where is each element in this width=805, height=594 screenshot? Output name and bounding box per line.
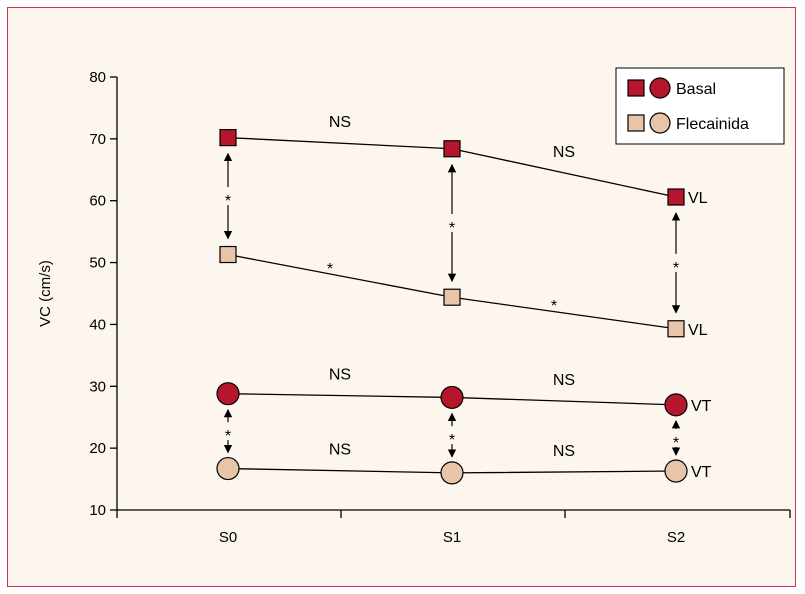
x-tick-label: S1	[443, 529, 461, 546]
comparison-asterisk: *	[449, 220, 455, 237]
segment-annotation: NS	[553, 144, 575, 161]
data-point-circle	[664, 459, 688, 483]
legend-circle-marker	[649, 77, 671, 99]
data-point-square	[219, 245, 237, 264]
data-point-square	[667, 320, 685, 338]
y-tick-label: 60	[89, 193, 106, 210]
y-tick-label: 10	[89, 502, 106, 519]
series-end-label: VT	[691, 464, 712, 481]
segment-annotation: NS	[329, 442, 351, 459]
y-tick-label: 80	[89, 69, 106, 86]
x-tick-label: S0	[219, 529, 237, 546]
segment-annotation: NS	[553, 443, 575, 460]
data-point-square	[667, 188, 685, 206]
series-end-label: VL	[688, 322, 708, 339]
segment-annotation: NS	[329, 367, 351, 384]
legend-label: Flecainida	[676, 116, 749, 133]
data-point-circle	[216, 456, 240, 481]
segment-annotation: *	[551, 298, 557, 315]
y-axis-label: VC (cm/s)	[37, 260, 54, 327]
legend-square-marker	[627, 114, 645, 132]
comparison-asterisk: *	[225, 193, 231, 210]
legend-circle-marker	[649, 112, 671, 134]
data-point-square	[219, 129, 237, 147]
series-end-label: VT	[691, 398, 712, 415]
y-tick-label: 50	[89, 255, 106, 272]
comparison-asterisk: *	[673, 260, 679, 277]
data-point-square	[443, 140, 461, 158]
comparison-asterisk: *	[449, 432, 455, 449]
y-tick-label: 70	[89, 131, 106, 148]
comparison-asterisk: *	[673, 435, 679, 452]
data-point-circle	[440, 461, 464, 485]
segment-annotation: *	[327, 261, 333, 278]
data-point-circle	[216, 382, 240, 406]
y-tick-label: 20	[89, 440, 106, 457]
y-tick-label: 40	[89, 316, 106, 333]
data-point-circle	[664, 393, 688, 417]
series-end-label: VL	[688, 190, 708, 207]
segment-annotation: NS	[553, 372, 575, 389]
y-tick-label: 30	[89, 378, 106, 395]
comparison-asterisk: *	[225, 428, 231, 445]
data-point-circle	[440, 385, 464, 410]
legend-square-marker	[627, 79, 645, 97]
legend-label: Basal	[676, 81, 716, 98]
data-point-square	[443, 288, 461, 306]
x-tick-label: S2	[667, 529, 685, 546]
segment-annotation: NS	[329, 114, 351, 131]
